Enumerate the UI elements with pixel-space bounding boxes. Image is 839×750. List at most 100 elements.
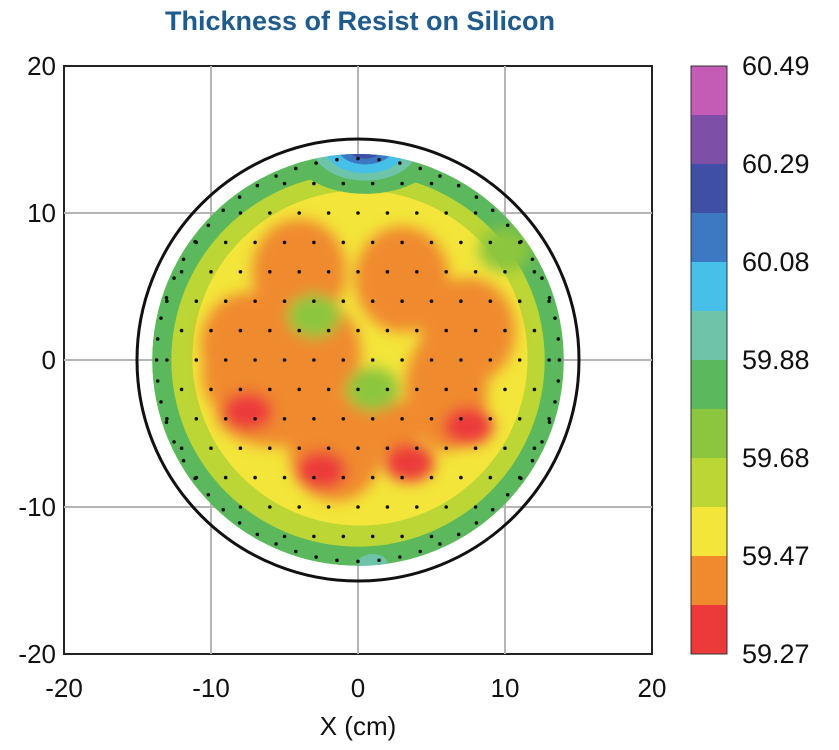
measurement-dot bbox=[297, 505, 302, 509]
measurement-dot bbox=[415, 270, 419, 274]
orange-region bbox=[321, 396, 425, 456]
measurement-dot bbox=[556, 337, 561, 341]
measurement-dot bbox=[172, 440, 176, 444]
measurement-dot bbox=[517, 299, 522, 304]
measurement-dot bbox=[238, 387, 243, 392]
measurement-dot bbox=[238, 328, 243, 333]
measurement-dot bbox=[385, 387, 390, 392]
measurement-dot bbox=[356, 328, 360, 333]
measurement-dot bbox=[179, 270, 184, 274]
bottom-cap-band bbox=[358, 554, 388, 566]
measurement-dot bbox=[206, 223, 211, 228]
measurement-dot bbox=[385, 211, 390, 215]
colorbar-band bbox=[691, 605, 727, 655]
measurement-dot bbox=[221, 208, 226, 213]
measurement-dot bbox=[356, 446, 360, 451]
measurement-dot bbox=[282, 358, 287, 362]
measurement-dot bbox=[488, 240, 493, 245]
measurement-dot bbox=[194, 299, 199, 304]
measurement-dot bbox=[444, 505, 449, 509]
measurement-dot bbox=[557, 358, 562, 362]
colorbar: 60.49 60.29 60.08 59.88 59.68 59.47 59.27 bbox=[690, 51, 810, 669]
colorbar-label: 59.68 bbox=[742, 443, 810, 473]
measurement-dot bbox=[282, 475, 287, 480]
measurement-dot bbox=[519, 476, 523, 481]
measurement-dot bbox=[415, 328, 419, 333]
measurement-dot bbox=[505, 492, 510, 497]
measurement-dot bbox=[530, 257, 535, 262]
measurement-dot bbox=[155, 379, 160, 383]
measurement-dot bbox=[268, 387, 272, 392]
measurement-dot bbox=[282, 534, 287, 539]
measurement-dot bbox=[473, 446, 478, 451]
measurement-dot bbox=[547, 299, 551, 304]
measurement-dot bbox=[530, 458, 535, 463]
colorbar-band bbox=[691, 409, 727, 459]
measurement-dot bbox=[400, 240, 404, 245]
measurement-dot bbox=[356, 559, 360, 564]
measurement-dot bbox=[209, 270, 213, 274]
measurement-dot bbox=[547, 420, 552, 425]
measurement-dot bbox=[255, 183, 260, 188]
measurement-dot bbox=[341, 475, 346, 480]
measurement-dot bbox=[282, 240, 287, 245]
measurement-dot bbox=[459, 475, 463, 480]
measurement-dot bbox=[415, 387, 419, 392]
thickness-contour-field bbox=[152, 154, 564, 566]
colorbar-band bbox=[691, 311, 727, 361]
measurement-dot bbox=[314, 555, 318, 559]
measurement-dot bbox=[459, 417, 463, 421]
measurement-dot bbox=[377, 558, 381, 563]
measurement-dot bbox=[370, 534, 375, 539]
measurement-dot bbox=[356, 211, 360, 215]
y-tick-label: 20 bbox=[27, 51, 56, 81]
measurement-dot bbox=[223, 417, 228, 421]
measurement-dot bbox=[179, 387, 184, 392]
x-tick-label: 20 bbox=[638, 673, 667, 703]
measurement-dot bbox=[253, 417, 257, 421]
colorbar-band bbox=[691, 360, 727, 410]
measurement-dot bbox=[179, 328, 184, 333]
measurement-dot bbox=[253, 358, 257, 362]
measurement-dot bbox=[547, 417, 551, 421]
colorbar-label: 59.27 bbox=[742, 639, 810, 669]
colorbar-band bbox=[691, 115, 727, 165]
red-region bbox=[384, 443, 435, 483]
measurement-dot bbox=[209, 446, 213, 451]
measurement-dot bbox=[370, 181, 375, 186]
measurement-dot bbox=[488, 417, 493, 421]
measurement-dot bbox=[385, 328, 390, 333]
measurement-dot bbox=[159, 316, 163, 320]
measurement-dot bbox=[326, 387, 331, 392]
measurement-dot bbox=[385, 446, 390, 451]
measurement-dot bbox=[274, 174, 278, 178]
measurement-dot bbox=[297, 270, 302, 274]
measurement-dot bbox=[488, 475, 493, 480]
measurement-dot bbox=[503, 328, 507, 333]
measurement-dot bbox=[181, 458, 186, 463]
measurement-dot bbox=[415, 505, 419, 509]
measurement-dot bbox=[370, 417, 375, 421]
measurement-dot bbox=[556, 379, 561, 383]
measurement-dot bbox=[164, 295, 169, 300]
measurement-dot bbox=[370, 240, 375, 245]
measurement-dot bbox=[312, 358, 316, 362]
colorbar-band bbox=[691, 66, 727, 116]
measurement-dot bbox=[370, 358, 375, 362]
x-axis-ticks: -20 -10 0 10 20 bbox=[45, 673, 666, 703]
measurement-dot bbox=[154, 358, 159, 362]
measurement-dot bbox=[488, 358, 493, 362]
measurement-dot bbox=[456, 183, 461, 188]
measurement-dot bbox=[517, 417, 522, 421]
measurement-dot bbox=[297, 446, 302, 451]
measurement-dot bbox=[268, 270, 272, 274]
measurement-dot bbox=[341, 534, 346, 539]
measurement-dot bbox=[503, 387, 507, 392]
measurement-dot bbox=[400, 181, 404, 186]
top-cap-band bbox=[337, 154, 394, 165]
measurement-dot bbox=[400, 475, 404, 480]
measurement-dot bbox=[473, 387, 478, 392]
measurement-dot bbox=[473, 270, 478, 274]
measurement-dot bbox=[532, 446, 537, 451]
